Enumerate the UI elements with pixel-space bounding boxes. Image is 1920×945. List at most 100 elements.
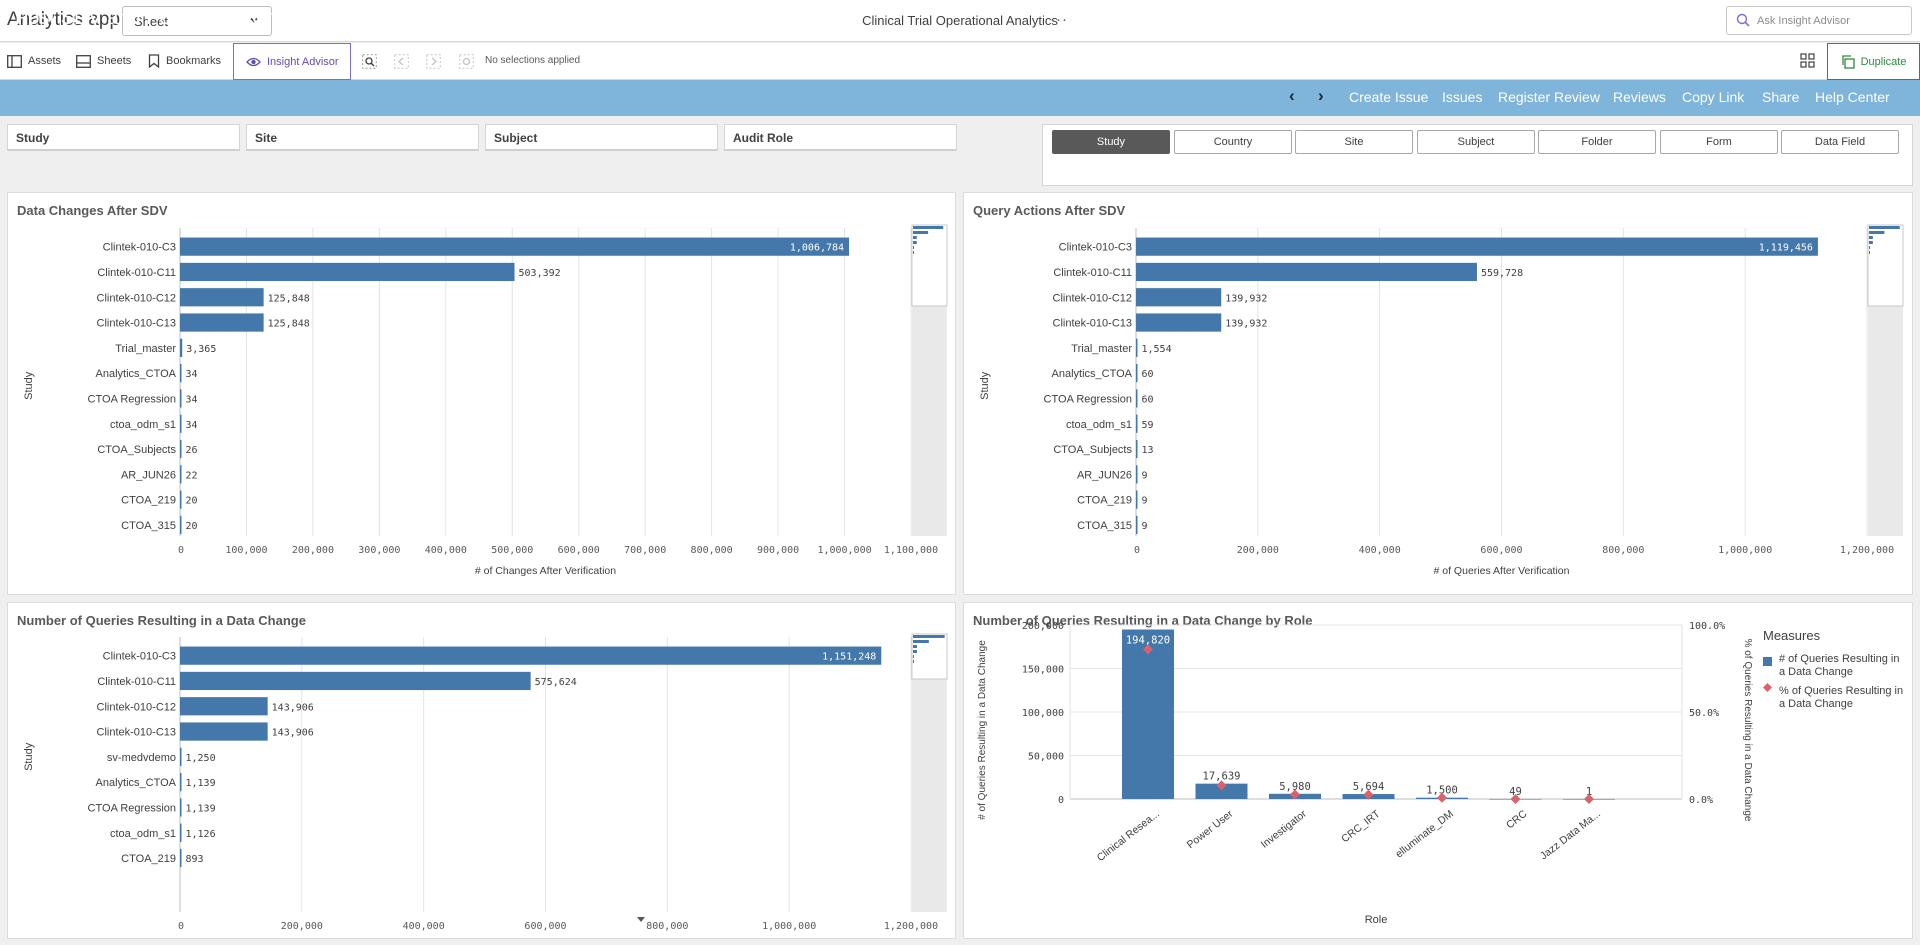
minichart-bar — [913, 241, 917, 244]
category-label: Clintek-010-C11 — [97, 676, 176, 688]
category-label: Clintek-010-C13 — [1053, 318, 1132, 330]
assets-button[interactable]: Assets — [7, 43, 61, 79]
y-axis-title: Study — [23, 371, 35, 400]
issues-link[interactable]: Issues — [1442, 89, 1483, 105]
y-tick-label: 200,000 — [1022, 621, 1064, 632]
assets-button-label: Assets — [28, 55, 62, 67]
category-label: CTOA_219 — [1077, 495, 1132, 507]
bar — [180, 722, 268, 741]
x-tick-label: 400,000 — [425, 545, 467, 556]
bar — [180, 823, 182, 842]
next-sheet-icon[interactable]: › — [1318, 86, 1324, 105]
dimension-country-button[interactable]: Country — [1174, 130, 1292, 154]
minichart-bar — [913, 635, 945, 638]
copy-link-link[interactable]: Copy Link — [1682, 89, 1745, 105]
chart-title: Number of Queries Resulting in a Data Ch… — [973, 613, 1313, 628]
more-options-icon[interactable]: ··· — [1050, 11, 1068, 28]
minichart-bar — [913, 645, 917, 648]
category-label: CRC — [1504, 808, 1530, 832]
x-tick-label: 800,000 — [1602, 545, 1644, 556]
y-axis-title: # of Queries Resulting in a Data Change — [977, 640, 988, 820]
y-tick-label: 50,000 — [1028, 752, 1064, 763]
chart-queries-data-change-by-role: Number of Queries Resulting in a Data Ch… — [963, 602, 1913, 939]
sheet-select-dropdown[interactable]: Sheet — [122, 6, 272, 36]
chart-queries-resulting-in-data-change: Number of Queries Resulting in a Data Ch… — [7, 602, 956, 939]
x-tick-label: 400,000 — [1359, 545, 1401, 556]
filter-study[interactable]: Study — [7, 124, 240, 151]
percent-marker — [1216, 780, 1227, 791]
dimension-folder-button[interactable]: Folder — [1538, 130, 1656, 154]
minichart-bar — [913, 236, 917, 239]
percent-marker — [1510, 793, 1521, 804]
category-label: CTOA_219 — [121, 495, 176, 507]
category-label: Clintek-010-C13 — [97, 727, 176, 739]
data-label: 1,554 — [1142, 344, 1172, 355]
filter-subject[interactable]: Subject — [485, 124, 718, 151]
reviews-link[interactable]: Reviews — [1613, 89, 1666, 105]
data-label: 13 — [1142, 445, 1154, 456]
filter-audit-role[interactable]: Audit Role — [724, 124, 957, 151]
dimension-subject-button[interactable]: Subject — [1417, 130, 1535, 154]
dimension-study-button[interactable]: Study — [1052, 130, 1170, 154]
category-label: Analytics_CTOA — [1052, 368, 1133, 380]
bar — [1136, 490, 1138, 509]
category-label: Jazz Data Ma... — [1538, 808, 1603, 862]
create-issue-link[interactable]: Create Issue — [1349, 89, 1429, 105]
category-label: ctoa_odm_s1 — [1066, 419, 1132, 431]
data-label: 893 — [186, 854, 204, 865]
legend-swatch-square — [1763, 657, 1772, 666]
bar — [1136, 389, 1138, 408]
category-label: CRC_IRT — [1339, 808, 1383, 846]
sheets-button[interactable]: Sheets — [76, 43, 131, 79]
bar-chart-data-changes[interactable]: 0 100,000 200,000 300,000 400,000 500,000 600,… — [8, 193, 957, 596]
clear-selections-icon[interactable] — [459, 54, 474, 69]
register-review-link[interactable]: Register Review — [1498, 89, 1600, 105]
previous-sheet-icon[interactable]: ‹ — [1289, 86, 1295, 105]
dimension-site-button[interactable]: Site — [1295, 130, 1413, 154]
legend-title: Measures — [1763, 628, 1821, 643]
bar — [1136, 414, 1138, 433]
grid-view-icon[interactable] — [1800, 53, 1816, 68]
data-label: 143,906 — [272, 728, 314, 739]
category-label: CTOA Regression — [88, 393, 176, 405]
bookmarks-button[interactable]: Bookmarks — [148, 43, 221, 79]
data-label: 1,119,456 — [1759, 243, 1813, 254]
category-label: Clinical Resea... — [1095, 808, 1162, 864]
step-forward-icon[interactable] — [426, 54, 441, 69]
x-tick-label: 1,000,000 — [817, 545, 871, 556]
help-center-link[interactable]: Help Center — [1815, 89, 1890, 105]
minichart-bar — [913, 640, 929, 643]
dimension-form-button[interactable]: Form — [1660, 130, 1778, 154]
category-label: Analytics_CTOA — [96, 368, 177, 380]
legend-label-line2: a Data Change — [1779, 698, 1853, 710]
data-label: 60 — [1142, 369, 1154, 380]
data-label: 125,848 — [268, 319, 310, 330]
share-link[interactable]: Share — [1762, 89, 1800, 105]
step-back-icon[interactable] — [394, 54, 409, 69]
duplicate-button[interactable]: Duplicate — [1827, 43, 1920, 80]
filter-site[interactable]: Site — [246, 124, 479, 151]
dimension-data-field-button[interactable]: Data Field — [1781, 130, 1899, 154]
category-label: Clintek-010-C11 — [97, 267, 176, 279]
data-label: 139,932 — [1225, 319, 1267, 330]
minichart-bar — [913, 655, 914, 658]
x-axis-title: # of Queries After Verification — [1434, 565, 1570, 577]
bar-chart-queries-data-change[interactable]: 0 200,000 400,000 600,000 800,000 1,000,000 1,… — [8, 603, 957, 940]
insight-search-input[interactable] — [1757, 12, 1907, 30]
bar — [1122, 629, 1174, 799]
bar — [180, 313, 264, 332]
bar — [180, 798, 182, 817]
insight-advisor-button[interactable]: Insight Advisor — [233, 43, 351, 80]
minichart-thumb — [1867, 224, 1904, 307]
insight-search-box[interactable] — [1726, 6, 1912, 35]
smart-search-icon[interactable] — [362, 54, 377, 69]
data-label: 125,848 — [268, 293, 310, 304]
bar-chart-query-actions[interactable]: 0 200,000 400,000 600,000 800,000 1,000,000 1,… — [964, 193, 1914, 596]
insight-advisor-icon — [246, 57, 261, 66]
data-label: 20 — [186, 496, 198, 507]
y-axis-title: Study — [979, 371, 991, 400]
combo-chart-by-role[interactable]: 0 50,000 100,000 150,000 200,000 0.0% 50.0% 100… — [964, 603, 1914, 940]
sort-dropdown-icon[interactable] — [637, 917, 645, 922]
data-label: 9 — [1142, 470, 1148, 481]
bar — [180, 262, 515, 282]
